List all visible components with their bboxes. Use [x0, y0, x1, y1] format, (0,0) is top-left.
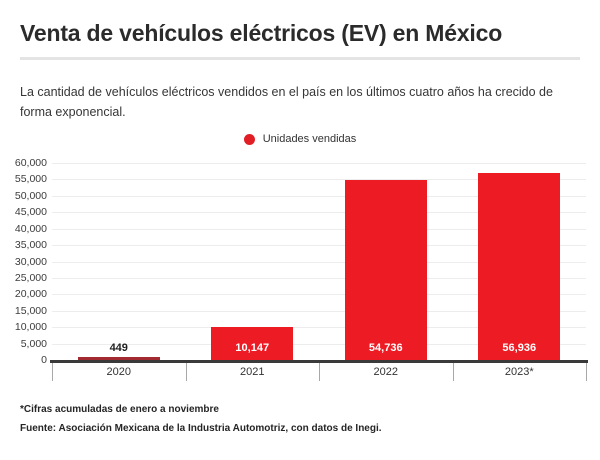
chart-legend: Unidades vendidas	[0, 133, 600, 145]
y-axis-label: 0	[41, 354, 47, 366]
bar	[211, 326, 294, 360]
y-axis-label: 5,000	[20, 337, 47, 350]
title-divider	[20, 57, 580, 60]
y-axis-label: 40,000	[14, 222, 47, 235]
bar	[478, 173, 561, 360]
x-axis-label: 2021	[240, 366, 265, 378]
gridline	[52, 228, 586, 230]
gridline	[52, 294, 586, 296]
x-axis-label: 2020	[106, 366, 131, 378]
y-axis-label: 45,000	[14, 206, 47, 219]
bar-value-label: 10,147	[235, 342, 270, 354]
y-axis-label: 10,000	[14, 321, 47, 334]
gridline	[52, 310, 586, 312]
bar	[344, 180, 427, 360]
legend-dot-icon	[243, 133, 255, 145]
y-axis-label: 60,000	[14, 157, 47, 169]
bar	[77, 357, 160, 360]
bar-chart: 0 5,000 10,000 15,000 20,000 25,000 30,000 35,0…	[0, 156, 600, 396]
y-axis-label: 50,000	[14, 189, 47, 202]
x-axis-label: 2022	[373, 366, 398, 378]
gridline	[52, 163, 586, 164]
gridline	[52, 195, 586, 197]
gridline	[52, 212, 586, 214]
y-axis-label: 15,000	[14, 304, 47, 317]
axis-tick	[52, 362, 53, 381]
gridline	[52, 343, 586, 345]
chart-source: Fuente: Asociación Mexicana de la Indust…	[20, 423, 382, 434]
axis-tick	[452, 362, 454, 381]
axis-tick	[185, 362, 187, 381]
y-axis-label: 35,000	[14, 239, 47, 252]
chart-footnote: *Cifras acumuladas de enero a noviembre	[20, 404, 219, 415]
legend-label: Unidades vendidas	[262, 133, 357, 145]
x-axis-label: 2023*	[504, 366, 534, 378]
gridline	[52, 245, 586, 247]
y-axis-label: 30,000	[14, 255, 47, 268]
bar-value-label: 449	[109, 342, 128, 354]
gridline	[52, 277, 586, 279]
gridline	[52, 261, 586, 263]
y-axis-label: 25,000	[14, 271, 47, 284]
y-axis-label: 20,000	[14, 288, 47, 301]
bar-value-label: 54,736	[368, 342, 403, 354]
page-title: Venta de vehículos eléctricos (EV) en Mé…	[20, 20, 503, 46]
gridline	[52, 179, 586, 181]
y-axis-label: 55,000	[14, 173, 47, 186]
x-axis-line	[50, 360, 588, 363]
axis-tick	[586, 362, 587, 381]
gridline	[52, 327, 586, 329]
bar-value-label: 56,936	[502, 342, 537, 354]
chart-subtitle: La cantidad de vehículos eléctricos vend…	[20, 85, 553, 119]
axis-tick	[319, 362, 320, 381]
